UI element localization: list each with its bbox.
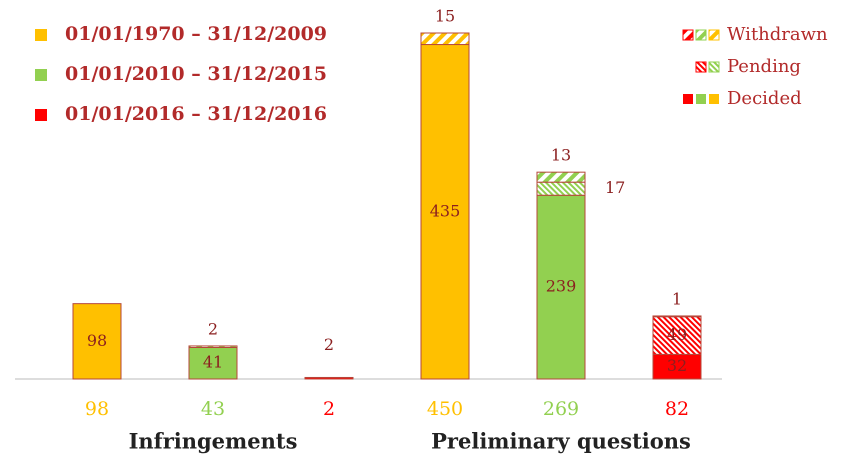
data-label: 2: [324, 335, 334, 354]
legend-swatch: [35, 109, 47, 121]
legend-label: 01/01/2016 – 31/12/2016: [65, 103, 327, 125]
legend-label: 01/01/1970 – 31/12/2009: [65, 23, 327, 45]
legend-icon: [709, 94, 719, 104]
total-label: 450: [427, 398, 463, 420]
legend-icon: [696, 94, 706, 104]
data-label: 2: [208, 319, 218, 338]
bar-segment: [652, 353, 702, 380]
legend-icon: [683, 94, 693, 104]
bar-segment: [652, 315, 702, 318]
total-label: 2: [323, 398, 335, 420]
bar-segment: [536, 181, 586, 196]
data-label: 15: [435, 7, 455, 26]
data-label: 41: [203, 353, 223, 372]
legend-label: Pending: [727, 56, 801, 77]
legend-label: Decided: [727, 88, 802, 109]
bar-segment: [188, 346, 238, 380]
bar-segment: [652, 316, 702, 355]
bar-segment: [536, 171, 586, 183]
legend-icon: [695, 61, 707, 73]
legend-icon: [695, 29, 707, 41]
total-label: 98: [85, 398, 109, 420]
bar-segment: [420, 32, 470, 46]
bar-segment: [536, 194, 586, 380]
legend-label: 01/01/2010 – 31/12/2015: [65, 63, 327, 85]
legend-swatch: [35, 29, 47, 41]
legend-icon: [682, 29, 694, 41]
data-label: 1: [672, 289, 682, 308]
group-label: Preliminary questions: [431, 429, 691, 454]
legend-swatch: [35, 69, 47, 81]
legend-icon: [708, 29, 720, 41]
data-label: 32: [667, 356, 687, 375]
total-label: 43: [201, 398, 225, 420]
data-label: 98: [87, 331, 107, 350]
legend-label: Withdrawn: [727, 24, 828, 45]
total-label: 269: [543, 398, 579, 420]
legend-icon: [708, 61, 720, 73]
data-label: 17: [605, 178, 625, 197]
data-label: 49: [667, 325, 687, 344]
bar-segment: [72, 303, 122, 380]
total-label: 82: [665, 398, 689, 420]
group-label: Infringements: [129, 429, 298, 454]
bar-segment: [188, 345, 238, 348]
data-label: 239: [546, 277, 577, 296]
data-label: 13: [551, 146, 571, 165]
bar-segment: [304, 376, 354, 380]
data-label: 435: [430, 201, 461, 220]
